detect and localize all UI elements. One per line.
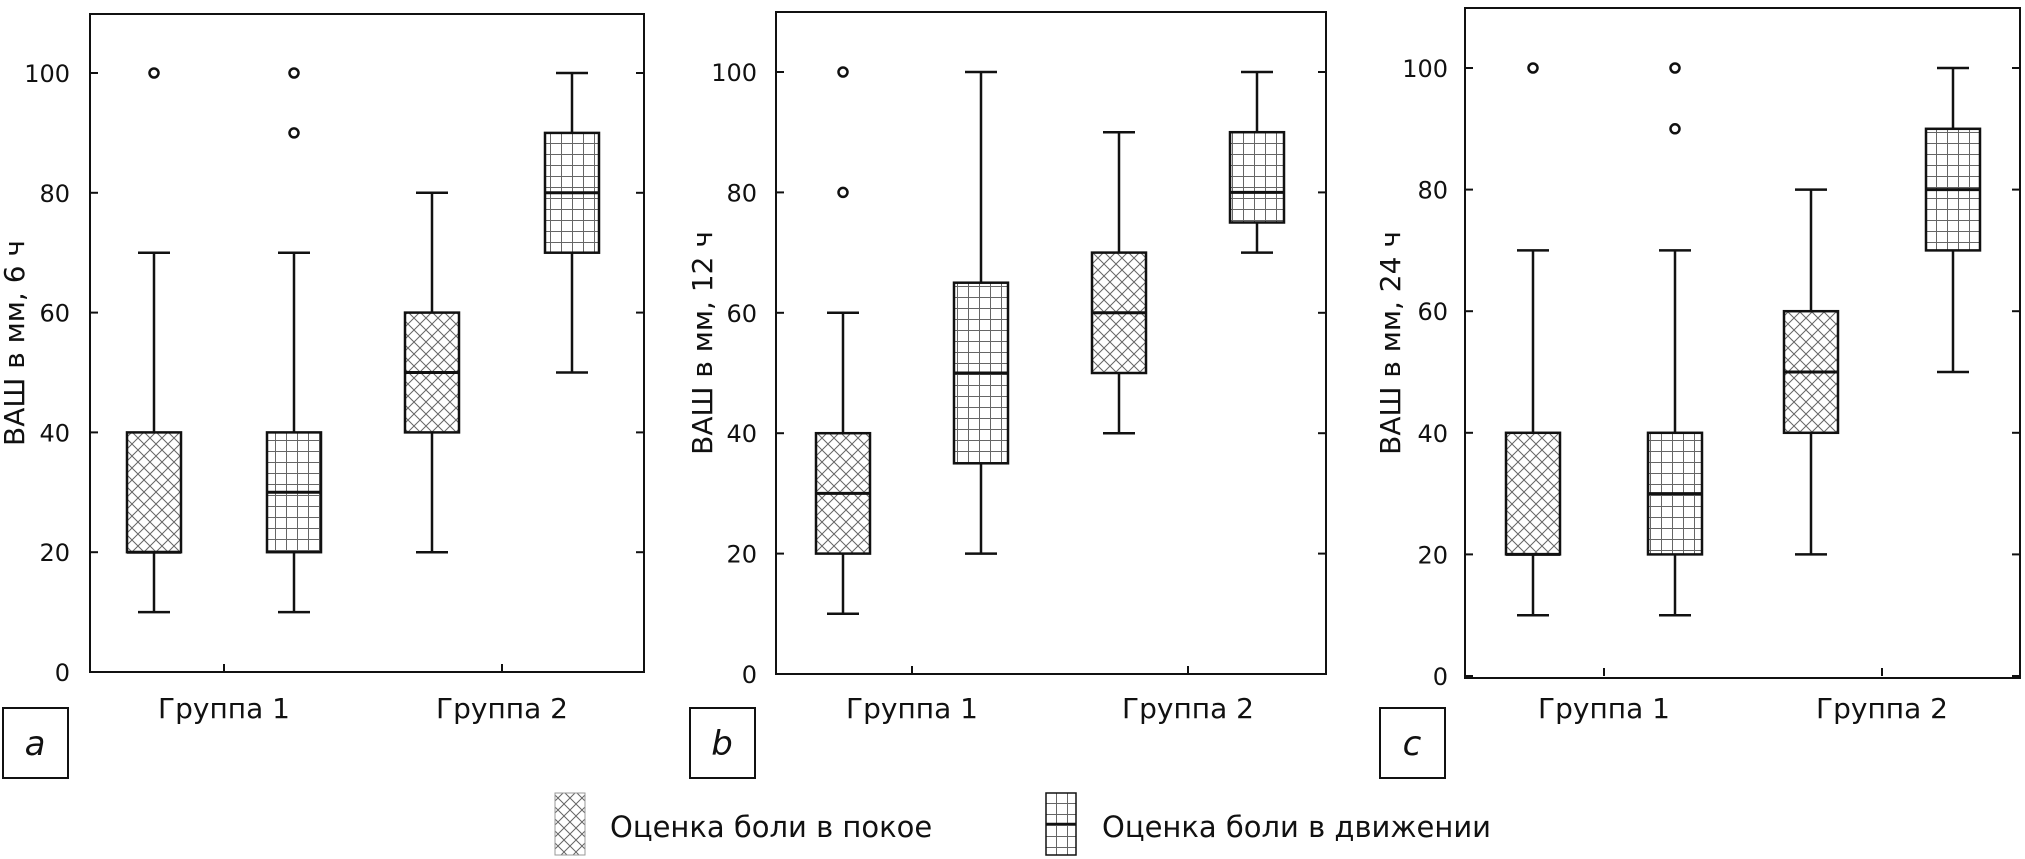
- panel-letter-box-b: [689, 707, 756, 779]
- plot-frame-c: [1464, 7, 2021, 679]
- panel-letter-a: a: [25, 724, 46, 764]
- y-axis-label-b: ВАШ в мм, 12 ч: [686, 231, 719, 455]
- outlier-point: [1669, 123, 1681, 135]
- x-tick-label: Группа 1: [158, 692, 290, 725]
- y-tick-label: 100: [1402, 55, 1448, 83]
- y-tick-label: 80: [39, 180, 70, 208]
- x-axis-b: Группа 1 Группа 2: [846, 666, 1254, 725]
- box-rest: [1504, 62, 1562, 617]
- legend: Оценка боли в покое Оценка боли в движен…: [554, 792, 1491, 856]
- y-tick-label: 0: [1433, 663, 1448, 691]
- outlier-point: [1527, 62, 1539, 74]
- box-motion: [543, 71, 601, 374]
- legend-swatch-crosshatch: [554, 792, 586, 856]
- outlier-point: [837, 186, 849, 199]
- legend-item-motion: Оценка боли в движении: [1045, 792, 1491, 856]
- y-axis-label-a: ВАШ в мм, 6 ч: [0, 240, 31, 446]
- y-tick-label: 100: [24, 60, 70, 88]
- box-motion: [265, 67, 323, 614]
- outlier-point: [288, 67, 300, 79]
- box-motion: [952, 70, 1010, 555]
- box-rest: [403, 191, 461, 554]
- x-axis-a: Группа 1 Группа 2: [158, 664, 568, 725]
- y-tick-label: 20: [726, 541, 757, 569]
- y-axis-label-c: ВАШ в мм, 24 ч: [1374, 231, 1407, 455]
- box-motion: [1646, 62, 1704, 617]
- y-tick-label: 20: [1417, 541, 1448, 569]
- boxes-c: [1504, 62, 1982, 617]
- legend-item-rest: Оценка боли в покое: [554, 792, 932, 856]
- y-tick-label: 40: [1417, 420, 1448, 448]
- outlier-point: [148, 67, 160, 79]
- panel-letter-b: b: [711, 724, 733, 764]
- y-axis-b: 0 20 40 60 80 100: [711, 59, 1326, 689]
- panel-b: 0 20 40 60 80 100 Группа 1 Группа 2 ВАШ в мм, …: [686, 11, 1327, 779]
- y-axis-c: 0 20 40 60 80 100: [1402, 55, 2020, 691]
- y-tick-label: 40: [39, 419, 70, 447]
- box-motion: [1228, 70, 1286, 254]
- x-tick-label: Группа 1: [1538, 692, 1670, 725]
- y-tick-label: 60: [726, 300, 757, 328]
- outlier-point: [288, 127, 300, 139]
- box-body: [1228, 130, 1286, 224]
- x-axis-c: Группа 1 Группа 2: [1538, 668, 1948, 725]
- y-tick-label: 100: [711, 59, 757, 87]
- panel-letter-box-a: [2, 707, 69, 779]
- box-rest: [1090, 130, 1148, 435]
- y-tick-label: 0: [742, 661, 757, 689]
- panel-c: 0 20 40 60 80 100 Группа 1 Группа 2 ВАШ в мм, …: [1374, 7, 2021, 779]
- box-rest: [125, 67, 183, 614]
- panel-letter-c: c: [1403, 724, 1422, 764]
- x-tick-label: Группа 1: [846, 692, 978, 725]
- legend-label-motion: Оценка боли в движении: [1102, 810, 1491, 844]
- panel-a: 0 20 40 60 80 100 Группа 1 Группа 2 ВАШ в мм, …: [0, 13, 645, 779]
- x-tick-label: Группа 2: [436, 692, 568, 725]
- y-tick-label: 80: [726, 179, 757, 207]
- plot-frame-b: [775, 11, 1327, 675]
- x-tick-label: Группа 2: [1816, 692, 1948, 725]
- y-tick-label: 80: [1417, 177, 1448, 205]
- outlier-point: [837, 66, 849, 78]
- box-rest: [1782, 188, 1840, 556]
- y-axis-a: 0 20 40 60 80 100: [24, 60, 644, 687]
- y-tick-label: 20: [39, 539, 70, 567]
- plot-frame-a: [89, 13, 645, 673]
- boxes-a: [125, 67, 601, 614]
- box-body: [125, 431, 183, 554]
- y-tick-label: 60: [39, 300, 70, 328]
- y-tick-label: 0: [55, 659, 70, 687]
- y-tick-label: 60: [1417, 298, 1448, 326]
- panel-letter-box-c: [1379, 707, 1446, 779]
- x-tick-label: Группа 2: [1122, 692, 1254, 725]
- boxes-b: [814, 66, 1286, 616]
- legend-label-rest: Оценка боли в покое: [610, 810, 932, 844]
- box-body: [1504, 431, 1562, 556]
- y-tick-label: 40: [726, 420, 757, 448]
- box-rest: [814, 66, 872, 616]
- outlier-point: [1669, 62, 1681, 74]
- box-motion: [1924, 66, 1982, 374]
